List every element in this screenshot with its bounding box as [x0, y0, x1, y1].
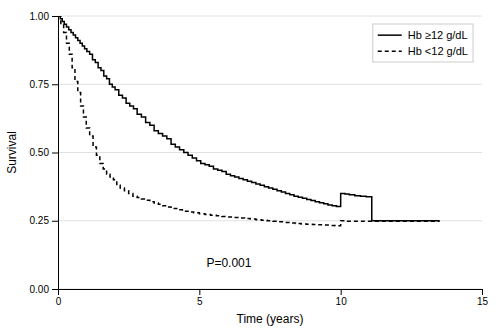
x-tick-label: 15 — [477, 296, 489, 307]
legend-label: Hb ≥12 g/dL — [408, 29, 468, 41]
x-tick-mark — [482, 289, 483, 295]
y-tick-mark — [52, 84, 58, 85]
y-tick-mark — [52, 16, 58, 17]
y-axis-line — [52, 17, 59, 290]
y-tick-label: 1.00 — [30, 11, 50, 22]
chart: 0510150.000.250.500.751.00Hb ≥12 g/dLHb … — [0, 0, 500, 331]
y-tick-label: 0.00 — [30, 284, 50, 295]
legend-swatch — [378, 34, 402, 36]
y-axis-title: Survival — [5, 131, 19, 174]
x-tick: 5 — [197, 289, 203, 307]
x-tick: 0 — [56, 289, 62, 307]
x-axis-title: Time (years) — [237, 312, 304, 326]
x-axis-line — [59, 290, 483, 296]
grid-line — [58, 16, 482, 17]
y-tick-label: 0.25 — [30, 215, 50, 226]
y-tick: 0.50 — [30, 147, 58, 158]
y-axis: 0.00 0.25 0.50 0.75 1.00 — [30, 11, 59, 295]
x-tick: 10 — [336, 289, 348, 307]
y-tick-mark — [52, 289, 58, 290]
legend-box — [373, 24, 473, 62]
y-tick-mark — [52, 221, 58, 222]
y-tick: 0.75 — [30, 79, 58, 90]
grid — [58, 16, 482, 289]
x-tick-label: 5 — [197, 296, 203, 307]
x-tick-label: 0 — [56, 296, 62, 307]
y-tick: 1.00 — [30, 11, 58, 22]
legend-item: Hb <12 g/dL — [378, 45, 468, 57]
legend-item: Hb ≥12 g/dL — [378, 29, 468, 41]
legend-swatch — [378, 50, 402, 52]
legend: Hb ≥12 g/dL Hb <12 g/dL — [373, 24, 473, 62]
x-tick-mark — [341, 289, 342, 295]
x-tick: 15 — [477, 289, 489, 307]
x-tick-label: 10 — [336, 296, 348, 307]
y-tick: 0.25 — [30, 215, 58, 226]
y-tick-mark — [52, 153, 58, 154]
p-value: P=0.001 — [206, 256, 251, 270]
y-tick-label: 0.50 — [30, 147, 50, 158]
legend-label: Hb <12 g/dL — [408, 45, 468, 57]
x-tick-mark — [199, 289, 200, 295]
grid-line — [58, 84, 482, 85]
y-tick: 0.00 — [30, 284, 58, 295]
grid-line — [58, 152, 482, 153]
x-axis: 0 5 10 15 — [56, 289, 489, 307]
y-tick-label: 0.75 — [30, 79, 50, 90]
plot: 0510150.000.250.500.751.00Hb ≥12 g/dLHb … — [30, 11, 489, 307]
